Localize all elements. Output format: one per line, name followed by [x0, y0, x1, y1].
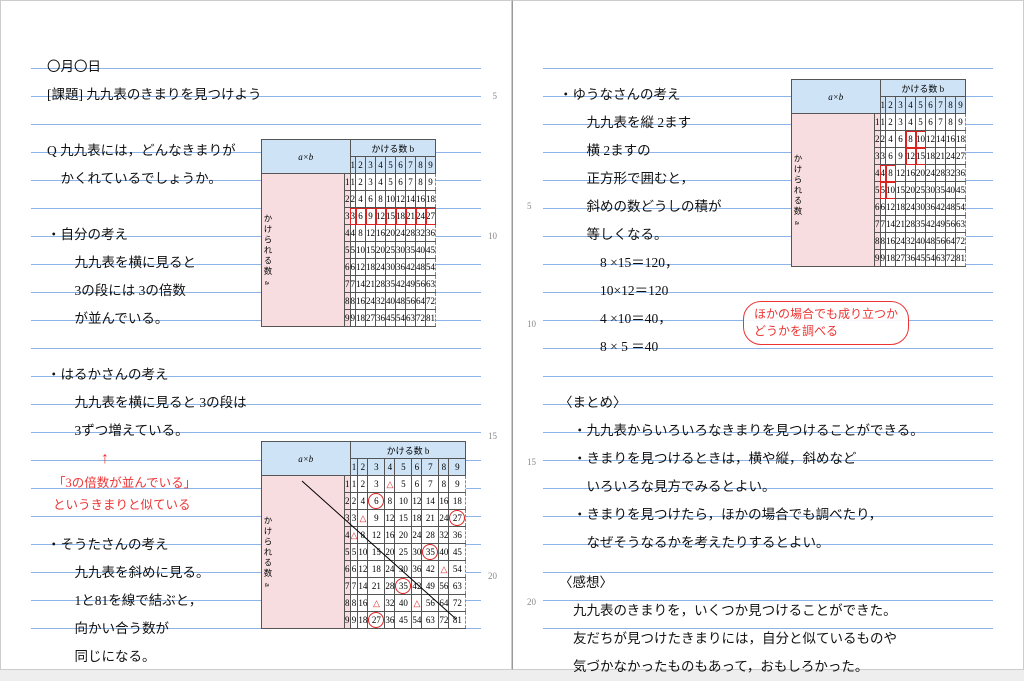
spread: 5 10 15 20 〇月〇日 [課題] 九九表のきまりを見つけよう Q 九九表… [0, 0, 1024, 670]
bubble: ほかの場合でも成り立つか どうかを調べる [743, 301, 909, 345]
souta1: 九九表を斜めに見る。 [61, 559, 210, 587]
souta3: 向かい合う数が [61, 615, 169, 643]
task: [課題] 九九表のきまりを見つけよう [47, 81, 261, 109]
rln-20: 20 [527, 597, 536, 607]
q2: かくれているでしょうか。 [47, 165, 222, 193]
yuuna2: 横 2ますの [573, 137, 651, 165]
haruka-h: ・はるかさんの考え [47, 361, 169, 389]
bubble-l1: ほかの場合でも成り立つか [754, 307, 898, 321]
yuuna1: 九九表を縦 2ます [573, 109, 691, 137]
yuuna-h: ・ゆうなさんの考え [559, 81, 681, 109]
right-page: 5 10 15 20 ・ゆうなさんの考え 九九表を縦 2ます 横 2ますの 正方… [512, 0, 1024, 670]
haruka2: 3ずつ増えている。 [61, 417, 189, 445]
yuuna4: 斜めの数どうしの積が [573, 193, 722, 221]
ln-15: 15 [488, 431, 497, 441]
eq1: 8 ×15＝120， [573, 249, 679, 277]
t3: 気づかなかったものもあって，おもしろかった。 [573, 653, 868, 681]
s4: ・きまりを見つけたら，ほかの場合でも調べたり， [573, 501, 882, 529]
left-page: 5 10 15 20 〇月〇日 [課題] 九九表のきまりを見つけよう Q 九九表… [0, 0, 512, 670]
souta-h: ・そうたさんの考え [47, 531, 169, 559]
t2: 友だちが見つけたきまりには，自分と似ているものや [573, 625, 897, 653]
note2: というきまりと似ている [53, 491, 191, 519]
date: 〇月〇日 [47, 53, 101, 81]
rln-10: 10 [527, 319, 536, 329]
s2: ・きまりを見つけるときは，横や縦，斜めなど [573, 445, 857, 473]
thought-h: 〈感想〉 [559, 569, 613, 597]
yuuna5: 等しくなる。 [573, 221, 668, 249]
haruka1: 九九表を横に見ると 3の段は [61, 389, 247, 417]
rln-15: 15 [527, 457, 536, 467]
own3: が並んでいる。 [61, 305, 168, 333]
rln-5: 5 [527, 201, 532, 211]
eq4: 8 × 5 ＝40 [573, 333, 658, 361]
souta2: 1と81を線で結ぶと， [61, 587, 202, 615]
bubble-l2: どうかを調べる [754, 324, 838, 338]
eq3: 4 ×10＝40， [573, 305, 672, 333]
own2: 3の段には 3の倍数 [61, 277, 186, 305]
summary-h: 〈まとめ〉 [559, 389, 627, 417]
s5: なぜそうなるかを考えたりするとよい。 [573, 529, 830, 557]
s3: いろいろな見方でみるとよい。 [573, 473, 776, 501]
eq2: 10×12＝120 [573, 277, 668, 305]
own-h: ・自分の考え [47, 221, 128, 249]
own1: 九九表を横に見ると [61, 249, 196, 277]
t1: 九九表のきまりを，いくつか見つけることができた。 [573, 597, 897, 625]
souta4: 同じになる。 [61, 643, 156, 671]
ln-10: 10 [488, 231, 497, 241]
q1: Q 九九表には，どんなきまりが [47, 137, 236, 165]
s1: ・九九表からいろいろなきまりを見つけることができる。 [573, 417, 924, 445]
ln-20: 20 [488, 571, 497, 581]
ln-5: 5 [493, 91, 498, 101]
yuuna3: 正方形で囲むと， [573, 165, 694, 193]
